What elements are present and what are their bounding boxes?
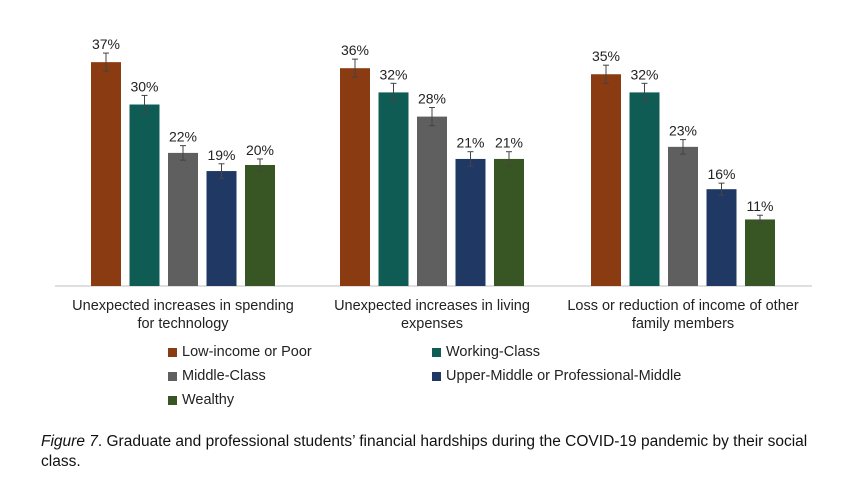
bar xyxy=(206,171,237,286)
data-label: 21% xyxy=(456,135,484,151)
bar xyxy=(340,68,370,286)
bar xyxy=(417,116,447,286)
legend-label: Wealthy xyxy=(182,392,235,408)
figure-label: Figure 7 xyxy=(41,433,98,450)
legend-label: Working-Class xyxy=(446,344,541,360)
data-label: 19% xyxy=(207,147,235,163)
bar xyxy=(494,158,524,286)
bar xyxy=(629,92,660,287)
legend-label: Middle-Class xyxy=(182,368,266,384)
legend-label: Low-income or Poor xyxy=(182,344,312,360)
category-label: Unexpected increases in spending xyxy=(72,298,294,314)
data-label: 23% xyxy=(669,123,697,139)
legend-swatch xyxy=(168,347,177,357)
figure-caption: Figure 7. Graduate and professional stud… xyxy=(41,432,841,472)
legend-item: Working-Class xyxy=(432,344,540,360)
legend-item: Upper-Middle or Professional-Middle xyxy=(432,368,681,384)
data-label: 30% xyxy=(130,78,158,94)
data-label: 36% xyxy=(341,42,369,58)
data-label: 20% xyxy=(246,142,274,158)
legend-item: Middle-Class xyxy=(168,368,266,384)
data-label: 32% xyxy=(630,66,658,82)
legend-swatch xyxy=(432,371,441,381)
data-label: 32% xyxy=(379,66,407,82)
bar-chart: 37% 36% 35% 30% 32% 32% 22% 28% 23% 19% 21% 16% 20% 2… xyxy=(55,36,812,332)
data-label: 21% xyxy=(495,135,523,151)
category-label: for technology xyxy=(137,316,229,332)
legend-item: Wealthy xyxy=(168,392,234,408)
legend-swatch xyxy=(168,371,177,381)
category-label: Unexpected increases in living xyxy=(334,298,530,314)
data-label: 11% xyxy=(747,198,774,214)
legend-label: Upper-Middle or Professional-Middle xyxy=(446,368,682,384)
legend-swatch xyxy=(432,347,441,357)
bar xyxy=(668,146,698,286)
bar xyxy=(245,165,275,286)
category-label: expenses xyxy=(401,316,463,332)
data-label: 37% xyxy=(92,36,120,52)
data-label: 35% xyxy=(592,48,620,64)
bar xyxy=(378,92,409,287)
bar xyxy=(91,62,121,287)
legend-swatch xyxy=(168,395,177,405)
legend-item: Low-income or Poor xyxy=(168,344,312,360)
category-label: Loss or reduction of income of other xyxy=(567,298,798,314)
bar xyxy=(745,219,775,286)
data-label: 22% xyxy=(169,129,197,145)
bar xyxy=(591,74,621,286)
data-label: 16% xyxy=(707,166,735,182)
caption-text: . Graduate and professional students’ fi… xyxy=(41,433,808,470)
category-label: family members xyxy=(632,316,734,332)
bar xyxy=(129,104,160,286)
bar xyxy=(168,152,198,286)
bar xyxy=(706,189,737,286)
bar xyxy=(455,158,486,286)
data-label: 28% xyxy=(418,91,446,107)
